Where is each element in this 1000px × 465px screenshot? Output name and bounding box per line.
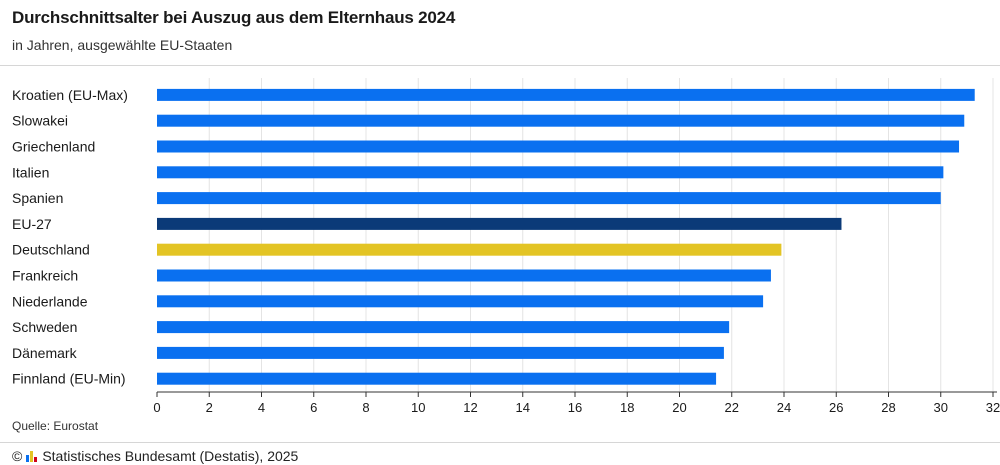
x-tick-label: 16 xyxy=(568,400,582,415)
destatis-logo-icon xyxy=(26,450,38,462)
category-label: Kroatien (EU-Max) xyxy=(12,87,128,103)
bar xyxy=(157,295,764,308)
category-label: Schweden xyxy=(12,319,77,335)
header-divider xyxy=(0,65,1000,66)
bar xyxy=(157,166,944,179)
x-tick-label: 4 xyxy=(258,400,265,415)
bar xyxy=(157,192,941,205)
x-tick-label: 2 xyxy=(206,400,213,415)
category-label: Deutschland xyxy=(12,242,90,258)
x-tick-label: 6 xyxy=(310,400,317,415)
category-label: Slowakei xyxy=(12,113,68,129)
chart-subtitle: in Jahren, ausgewählte EU-Staaten xyxy=(12,37,233,53)
x-tick-label: 24 xyxy=(777,400,791,415)
category-label: Dänemark xyxy=(12,345,78,361)
category-label: EU-27 xyxy=(12,216,52,232)
x-tick-label: 22 xyxy=(725,400,739,415)
x-tick-label: 26 xyxy=(829,400,843,415)
x-tick-label: 28 xyxy=(881,400,895,415)
bar xyxy=(157,140,960,153)
x-tick-label: 14 xyxy=(516,400,530,415)
category-label: Frankreich xyxy=(12,268,78,284)
category-label: Finnland (EU-Min) xyxy=(12,371,126,387)
bar xyxy=(157,346,724,359)
bar xyxy=(157,243,782,256)
logo-bar-1 xyxy=(26,455,30,462)
bar-chart: Kroatien (EU-Max) Slowakei Griechenland Ita… xyxy=(12,78,1000,415)
logo-bar-2 xyxy=(30,451,34,462)
x-tick-label: 10 xyxy=(411,400,425,415)
bar xyxy=(157,321,730,334)
copyright-symbol: © xyxy=(12,448,23,464)
category-label: Italien xyxy=(12,164,49,180)
footer: © Statistisches Bundesamt (Destatis), 20… xyxy=(12,448,298,464)
x-tick-label: 18 xyxy=(620,400,634,415)
x-tick-label: 20 xyxy=(672,400,686,415)
category-label: Griechenland xyxy=(12,139,95,155)
logo-bar-3 xyxy=(34,457,38,462)
category-label: Niederlande xyxy=(12,293,88,309)
chart-title: Durchschnittsalter bei Auszug aus dem El… xyxy=(12,8,456,27)
category-label: Spanien xyxy=(12,190,63,206)
publisher-text: Statistisches Bundesamt (Destatis), 2025 xyxy=(42,448,299,464)
x-tick-label: 0 xyxy=(153,400,160,415)
x-tick-label: 8 xyxy=(362,400,369,415)
source-note: Quelle: Eurostat xyxy=(12,419,99,433)
bar xyxy=(157,114,965,127)
x-tick-label: 32 xyxy=(986,400,1000,415)
footer-divider xyxy=(0,442,1000,443)
bar xyxy=(157,88,975,101)
bar xyxy=(157,217,842,230)
x-tick-label: 30 xyxy=(934,400,948,415)
x-tick-label: 12 xyxy=(463,400,477,415)
bar xyxy=(157,269,771,282)
bar xyxy=(157,372,717,385)
